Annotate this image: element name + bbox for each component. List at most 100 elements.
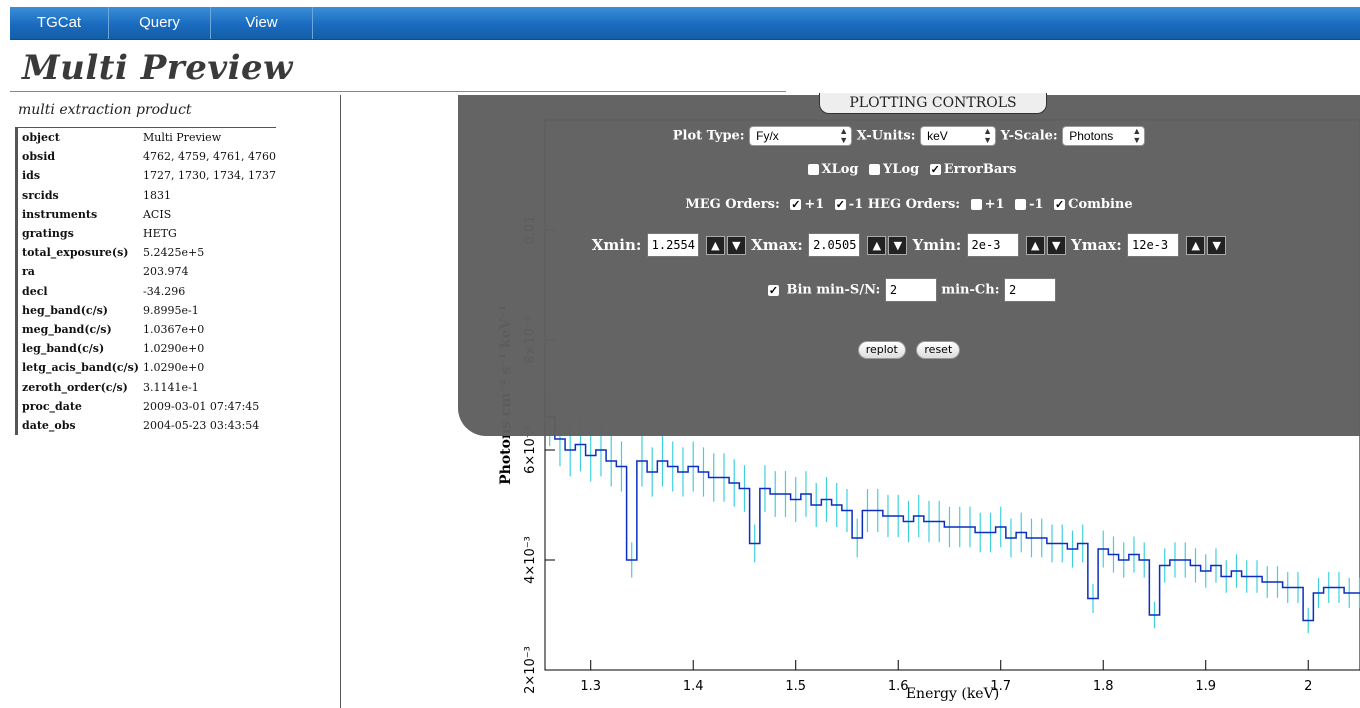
- ylog-label: YLog: [883, 162, 920, 177]
- info-row: ids 1727, 1730, 1734, 1737: [17, 166, 276, 185]
- min-ch-label: min-Ch:: [941, 282, 1000, 298]
- info-key: srcids: [22, 188, 59, 202]
- info-value: 3.1141e-1: [142, 380, 199, 394]
- info-value: 4762, 4759, 4761, 4760: [142, 150, 276, 164]
- y-scale-label: Y-Scale:: [1000, 128, 1058, 144]
- info-key: gratings: [22, 227, 74, 241]
- info-key: obsid: [22, 150, 56, 164]
- info-row: zeroth_order(c/s) 3.1141e-1: [17, 378, 276, 397]
- xmax-input[interactable]: 2.0505: [808, 233, 861, 257]
- ylog-checkbox[interactable]: [869, 164, 881, 175]
- replot-button[interactable]: replot: [857, 341, 906, 359]
- bin-checkbox[interactable]: ✓: [767, 283, 779, 297]
- meg-minus1-checkbox[interactable]: ✓: [834, 198, 846, 211]
- info-value: 1.0290e+0: [142, 342, 205, 356]
- info-row: srcids 1831: [17, 186, 276, 205]
- xlog-label: XLog: [821, 162, 859, 177]
- y-scale-select[interactable]: Photons ▲ ▼: [1062, 126, 1146, 146]
- arrow-down-icon[interactable]: ▼: [1207, 235, 1227, 255]
- x-tick-label: 1.5: [785, 679, 806, 694]
- info-row: date_obs 2004-05-23 03:43:54: [17, 416, 276, 435]
- info-key: ids: [22, 169, 41, 183]
- info-key: meg_band(c/s): [22, 323, 112, 337]
- x-tick-label: 2: [1304, 679, 1312, 694]
- errorbars-checkbox[interactable]: ✓: [929, 163, 941, 176]
- product-subtitle: multi extraction product: [18, 102, 192, 118]
- errorbars-label: ErrorBars: [943, 162, 1017, 177]
- info-key: decl: [22, 284, 48, 298]
- arrow-up-icon[interactable]: ▲: [705, 235, 725, 255]
- info-value: 9.8995e-1: [142, 303, 199, 317]
- nav-view[interactable]: View: [211, 7, 313, 39]
- plotting-controls-panel: PLOTTING CONTROLS Plot Type: Fy/x ▲ ▼ X-Un…: [458, 93, 1360, 436]
- x-units-select[interactable]: keV ▲ ▼: [920, 126, 997, 146]
- arrow-up-icon[interactable]: ▲: [1025, 235, 1045, 255]
- info-value: 1.0367e+0: [142, 323, 205, 337]
- plotting-controls-tab[interactable]: PLOTTING CONTROLS: [819, 93, 1047, 114]
- x-tick-label: 1.3: [580, 679, 601, 694]
- info-value: 2009-03-01 07:47:45: [142, 399, 260, 413]
- x-tick-label: 1.7: [990, 679, 1011, 694]
- xmin-label: Xmin:: [591, 236, 642, 254]
- info-value: -34.296: [142, 284, 186, 298]
- nav-query[interactable]: Query: [109, 7, 211, 39]
- info-row: total_exposure(s) 5.2425e+5: [17, 243, 276, 262]
- info-row: ra 203.974: [17, 262, 276, 281]
- reset-button[interactable]: reset: [916, 341, 961, 359]
- heg-orders-label: HEG Orders:: [867, 197, 961, 212]
- y-tick-label: 2×10⁻³: [523, 646, 538, 694]
- bin-min-sn-label: Bin min-S/N:: [786, 282, 881, 298]
- arrow-up-icon[interactable]: ▲: [867, 235, 887, 255]
- info-table: object Multi Preview obsid 4762, 4759, 4761…: [15, 127, 276, 436]
- bin-min-sn-input[interactable]: 2: [884, 278, 937, 302]
- xmax-label: Xmax:: [751, 236, 803, 254]
- ymax-input[interactable]: 12e-3: [1127, 233, 1179, 257]
- x-tick-label: 1.9: [1195, 679, 1216, 694]
- info-value: 5.2425e+5: [142, 246, 205, 260]
- spectrum-line: [544, 416, 1360, 622]
- select-arrows-icon: ▲ ▼: [1132, 126, 1142, 145]
- info-key: zeroth_order(c/s): [22, 380, 128, 394]
- y-scale-value: Photons: [1069, 129, 1114, 143]
- top-nav-bar: TGCat Query View: [10, 7, 1360, 40]
- info-row: heg_band(c/s) 9.8995e-1: [17, 301, 276, 320]
- info-key: instruments: [22, 207, 98, 221]
- xmin-input[interactable]: 1.2554: [646, 233, 699, 257]
- xlog-checkbox[interactable]: [807, 164, 819, 175]
- meg-plus1-checkbox[interactable]: ✓: [790, 198, 802, 211]
- info-row: gratings HETG: [17, 224, 276, 243]
- arrow-up-icon[interactable]: ▲: [1186, 235, 1206, 255]
- info-key: heg_band(c/s): [22, 303, 109, 317]
- y-tick-label: 6×10⁻³: [523, 426, 538, 474]
- min-ch-input[interactable]: 2: [1004, 278, 1057, 302]
- info-value: 203.974: [142, 265, 189, 279]
- info-row: leg_band(c/s) 1.0290e+0: [17, 339, 276, 358]
- info-key: proc_date: [22, 399, 82, 413]
- arrow-down-icon[interactable]: ▼: [1046, 235, 1066, 255]
- info-key: ra: [22, 265, 35, 279]
- info-value: 2004-05-23 03:43:54: [142, 419, 260, 433]
- column-divider: [340, 95, 341, 708]
- meg-orders-label: MEG Orders:: [685, 197, 780, 212]
- info-value: 1.0290e+0: [142, 361, 205, 375]
- x-units-label: X-Units:: [856, 128, 916, 144]
- info-value: HETG: [142, 227, 177, 241]
- arrow-down-icon[interactable]: ▼: [726, 235, 746, 255]
- heg-plus1-checkbox[interactable]: [970, 199, 982, 210]
- combine-checkbox[interactable]: ✓: [1054, 198, 1066, 211]
- heg-plus1-label: +1: [984, 197, 1005, 212]
- ymin-input[interactable]: 2e-3: [966, 233, 1019, 257]
- plot-type-select[interactable]: Fy/x ▲ ▼: [749, 126, 853, 146]
- heg-minus1-checkbox[interactable]: [1015, 199, 1027, 210]
- title-divider: [10, 91, 786, 92]
- y-tick-label: 4×10⁻³: [523, 536, 538, 584]
- plot-type-label: Plot Type:: [672, 128, 745, 144]
- info-key: object: [22, 131, 60, 144]
- info-key: date_obs: [22, 419, 76, 433]
- info-row: obsid 4762, 4759, 4761, 4760: [17, 147, 276, 166]
- x-tick-label: 1.4: [683, 679, 704, 694]
- info-value: Multi Preview: [142, 131, 222, 144]
- nav-tgcat[interactable]: TGCat: [10, 7, 109, 39]
- info-row: proc_date 2009-03-01 07:47:45: [17, 397, 276, 416]
- arrow-down-icon[interactable]: ▼: [888, 235, 908, 255]
